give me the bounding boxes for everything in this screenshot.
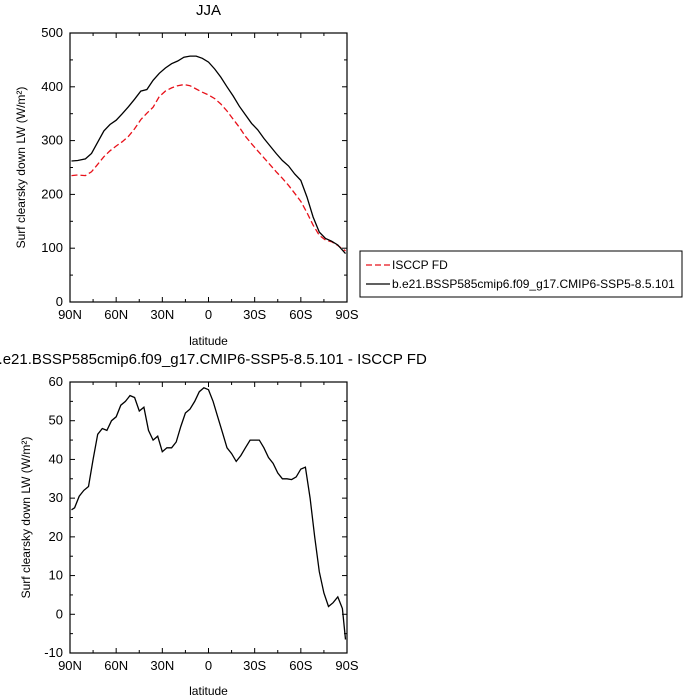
x-tick-label: 60S — [289, 307, 312, 322]
y-axis-label: Surf clearsky down LW (W/m²) — [19, 437, 33, 599]
x-tick-label: 90S — [335, 658, 358, 673]
y-tick-label: 10 — [49, 568, 63, 583]
x-tick-label: 60N — [104, 307, 128, 322]
y-tick-label: 300 — [41, 133, 63, 148]
top-panel-jja: JJA 90N 60N 30N 0 30S 60S 90S 0 100 200 300 400 500 la… — [14, 2, 359, 348]
y-tick-label: 60 — [49, 374, 63, 389]
x-tick-label: 0 — [205, 307, 212, 322]
x-tick-label: 90N — [58, 307, 82, 322]
bottom-panel-difference: b.e21.BSSP585cmip6.f09_g17.CMIP6-SSP5-8.… — [0, 351, 427, 698]
x-tick-label: 30N — [150, 307, 174, 322]
legend-label: ISCCP FD — [392, 258, 448, 272]
x-tick-label: 0 — [205, 658, 212, 673]
x-tick-label: 30N — [150, 658, 174, 673]
y-tick-label: 20 — [49, 529, 63, 544]
y-tick-label: 400 — [41, 79, 63, 94]
x-tick-label: 60N — [104, 658, 128, 673]
y-tick-label: 200 — [41, 186, 63, 201]
series-line-0 — [71, 387, 347, 640]
series-line-0 — [71, 83, 346, 252]
x-axis-label: latitude — [189, 334, 228, 348]
y-tick-label: 30 — [49, 490, 63, 505]
y-tick-label: 50 — [49, 413, 63, 428]
chart-title: JJA — [196, 2, 221, 19]
y-tick-label: 100 — [41, 240, 63, 255]
chart-title: b.e21.BSSP585cmip6.f09_g17.CMIP6-SSP5-8.… — [0, 351, 427, 368]
x-tick-label: 90N — [58, 658, 82, 673]
x-tick-label: 60S — [289, 658, 312, 673]
x-tick-label: 30S — [243, 658, 266, 673]
y-axis-label: Surf clearsky down LW (W/m²) — [14, 87, 28, 249]
legend-box — [359, 250, 683, 298]
legend: ISCCP FD b.e21.BSSP585cmip6.f09_g17.CMIP6… — [359, 250, 683, 298]
y-tick-label: 500 — [41, 25, 63, 40]
y-tick-label: 0 — [56, 294, 63, 309]
x-tick-label: 30S — [243, 307, 266, 322]
x-tick-label: 90S — [335, 307, 358, 322]
y-tick-label: 0 — [56, 606, 63, 621]
plot-frame — [69, 381, 348, 654]
series-line-1 — [71, 55, 346, 255]
x-axis-label: latitude — [189, 684, 228, 698]
y-tick-label: 40 — [49, 451, 63, 466]
plot-frame — [69, 32, 348, 303]
y-tick-label: -10 — [44, 645, 63, 660]
legend-label: b.e21.BSSP585cmip6.f09_g17.CMIP6-SSP5-8.… — [392, 277, 675, 291]
